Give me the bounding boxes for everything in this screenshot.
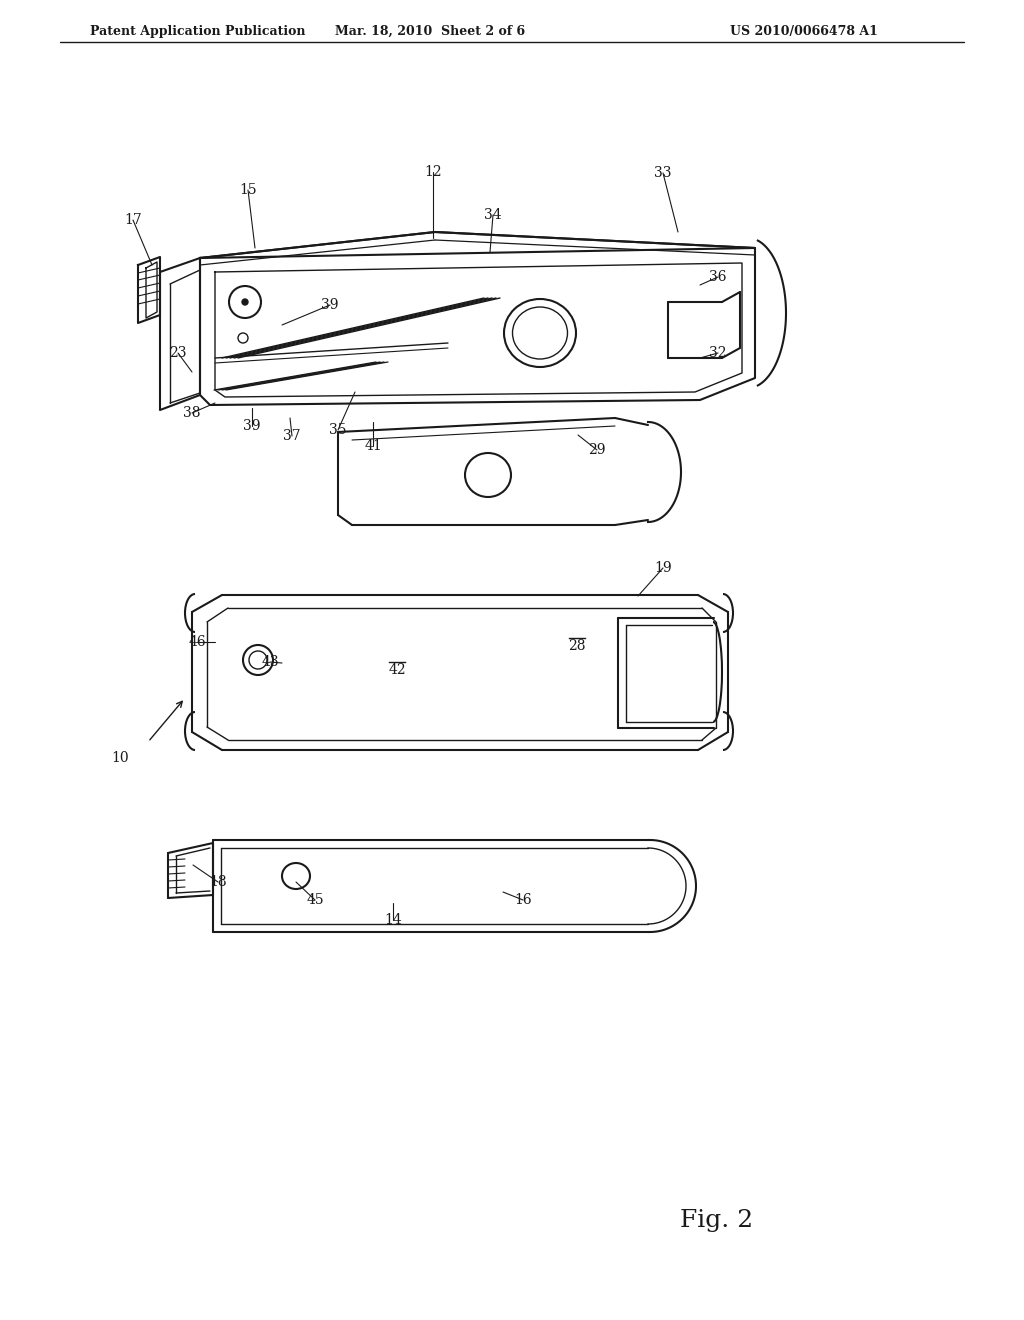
Text: 12: 12 bbox=[424, 165, 441, 180]
Text: Patent Application Publication: Patent Application Publication bbox=[90, 25, 305, 38]
Text: 18: 18 bbox=[209, 875, 226, 888]
Text: 37: 37 bbox=[284, 429, 301, 444]
Text: 38: 38 bbox=[183, 407, 201, 420]
Text: 23: 23 bbox=[169, 346, 186, 360]
Text: 46: 46 bbox=[188, 635, 206, 649]
Text: 39: 39 bbox=[244, 418, 261, 433]
Text: 43: 43 bbox=[261, 655, 279, 669]
Text: Mar. 18, 2010  Sheet 2 of 6: Mar. 18, 2010 Sheet 2 of 6 bbox=[335, 25, 525, 38]
Text: 14: 14 bbox=[384, 913, 401, 927]
Text: 42: 42 bbox=[388, 663, 406, 677]
Text: 16: 16 bbox=[514, 894, 531, 907]
Text: 19: 19 bbox=[654, 561, 672, 576]
Text: 17: 17 bbox=[124, 213, 142, 227]
Text: 33: 33 bbox=[654, 166, 672, 180]
Text: 32: 32 bbox=[710, 346, 727, 360]
Text: 29: 29 bbox=[588, 444, 606, 457]
Text: Fig. 2: Fig. 2 bbox=[680, 1209, 753, 1232]
Text: 45: 45 bbox=[306, 894, 324, 907]
Text: 39: 39 bbox=[322, 298, 339, 312]
Text: US 2010/0066478 A1: US 2010/0066478 A1 bbox=[730, 25, 878, 38]
Text: 36: 36 bbox=[710, 271, 727, 284]
Text: 34: 34 bbox=[484, 209, 502, 222]
Circle shape bbox=[242, 300, 248, 305]
Text: 28: 28 bbox=[568, 639, 586, 653]
Text: 10: 10 bbox=[112, 751, 129, 766]
Text: 41: 41 bbox=[365, 440, 382, 453]
Text: 35: 35 bbox=[330, 422, 347, 437]
Text: 15: 15 bbox=[240, 183, 257, 197]
